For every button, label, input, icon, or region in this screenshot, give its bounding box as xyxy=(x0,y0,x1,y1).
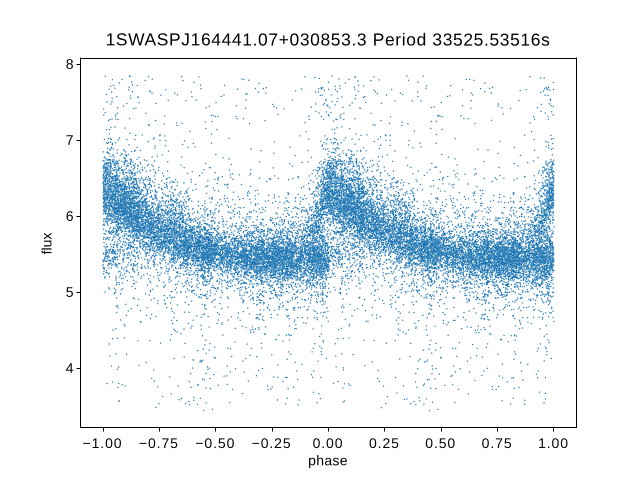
svg-text:0.25: 0.25 xyxy=(369,435,400,451)
svg-text:−1.00: −1.00 xyxy=(83,435,123,451)
svg-text:flux: flux xyxy=(39,233,55,255)
svg-text:8: 8 xyxy=(66,56,74,72)
svg-text:−0.50: −0.50 xyxy=(195,435,235,451)
svg-text:−0.25: −0.25 xyxy=(252,435,292,451)
svg-text:1SWASPJ164441.07+030853.3 Peri: 1SWASPJ164441.07+030853.3 Period 33525.5… xyxy=(106,29,551,49)
svg-text:7: 7 xyxy=(66,132,74,148)
svg-text:0.75: 0.75 xyxy=(482,435,513,451)
svg-text:5: 5 xyxy=(66,284,74,300)
svg-text:0.00: 0.00 xyxy=(313,435,344,451)
svg-text:6: 6 xyxy=(66,208,74,224)
svg-text:phase: phase xyxy=(308,452,348,468)
svg-text:0.50: 0.50 xyxy=(425,435,456,451)
svg-text:1.00: 1.00 xyxy=(538,435,569,451)
svg-text:−0.75: −0.75 xyxy=(139,435,179,451)
svg-text:4: 4 xyxy=(66,360,74,376)
